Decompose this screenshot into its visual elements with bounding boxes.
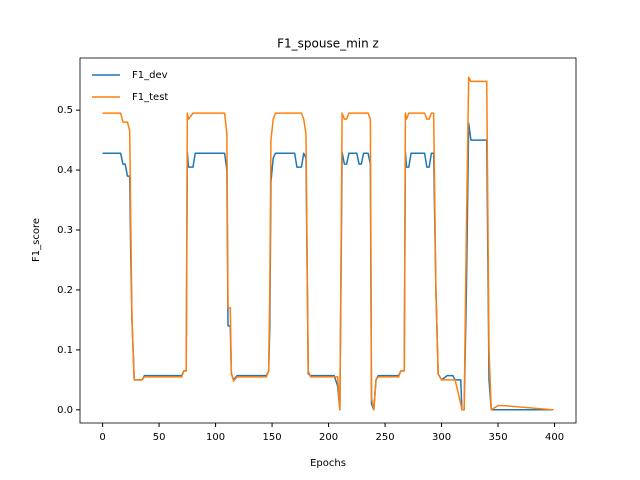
plot-frame: [79, 57, 577, 424]
y-tick-label: 0.1: [57, 345, 73, 356]
x-tick-label: 400: [545, 432, 564, 443]
chart-title: F1_spouse_min z: [277, 37, 379, 51]
x-tick-label: 150: [263, 432, 282, 443]
legend-label: F1_test: [132, 92, 168, 103]
y-tick-label: 0.0: [57, 405, 73, 416]
x-tick-label: 100: [206, 432, 225, 443]
x-axis-label: Epochs: [310, 458, 346, 469]
y-tick-label: 0.5: [57, 105, 73, 116]
y-axis-label: F1_score: [31, 218, 42, 262]
data-line: [102, 76, 554, 411]
x-tick-label: 200: [319, 432, 338, 443]
x-tick-label: 50: [153, 432, 166, 443]
x-tick-label: 300: [432, 432, 451, 443]
y-tick-label: 0.3: [57, 225, 73, 236]
x-tick-label: 350: [488, 432, 507, 443]
x-tick-label: 0: [99, 432, 105, 443]
legend-label: F1_dev: [132, 70, 168, 81]
y-tick-label: 0.4: [57, 165, 73, 176]
y-tick-label: 0.2: [57, 285, 73, 296]
x-tick-label: 250: [376, 432, 395, 443]
